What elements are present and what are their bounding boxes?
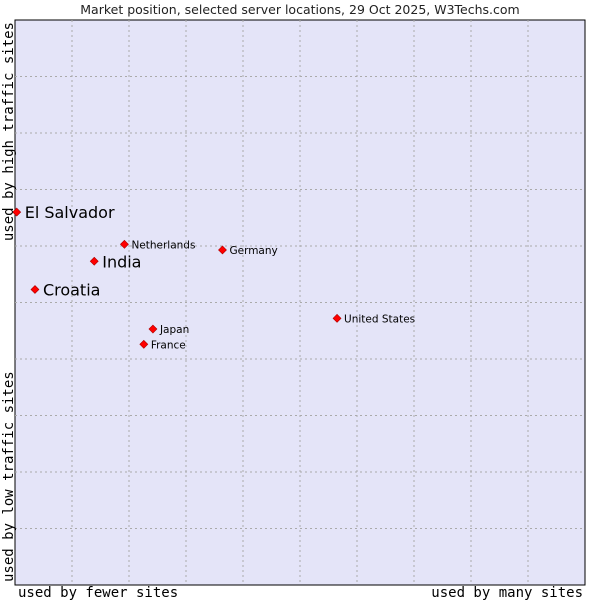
y-axis-label-top: used by high traffic sites [1,22,17,241]
data-point-netherlands [120,239,129,249]
data-label-india: India [102,252,141,271]
data-point-france [139,339,149,349]
data-label-japan: Japan [159,324,189,336]
x-axis-label-right: used by many sites [431,585,583,600]
data-point-japan [148,324,158,334]
y-axis-label-bottom: used by low traffic sites [1,371,17,582]
grid-lines [15,20,585,585]
data-point-germany [218,245,227,255]
data-label-france: France [151,339,186,351]
chart-title: Market position, selected server locatio… [80,2,520,17]
data-label-netherlands: Netherlands [131,239,195,251]
data-label-croatia: Croatia [43,281,101,300]
data-points: El Salvador Netherlands Germany IndiaCroati… [12,203,415,351]
data-point-el-salvador [12,207,22,217]
data-point-india [89,256,99,266]
data-label-germany: Germany [229,245,277,257]
x-axis-label-left: used by fewer sites [18,585,178,600]
data-point-croatia [30,285,40,294]
data-label-united-states: United States [344,313,415,325]
data-point-united-states [332,313,342,323]
data-label-el-salvador: El Salvador [25,203,115,222]
